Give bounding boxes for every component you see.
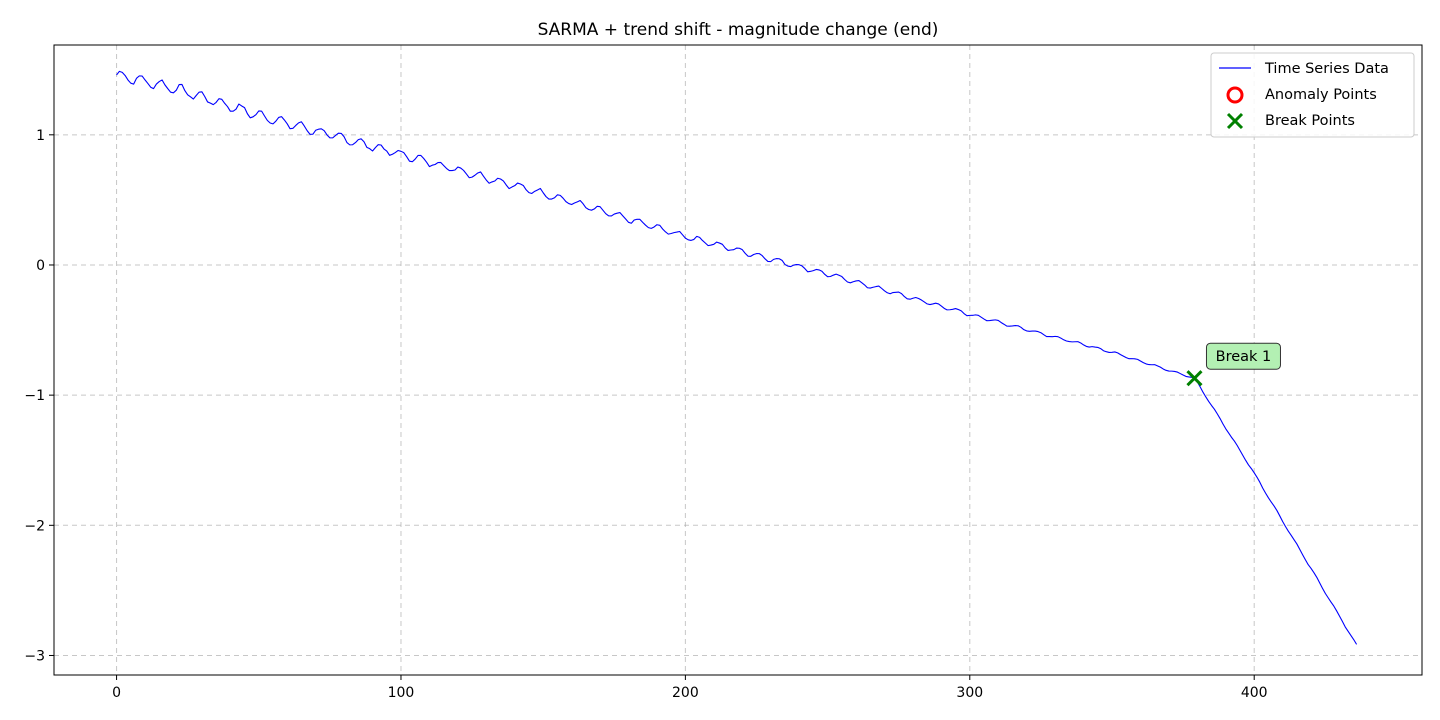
x-tick-label: 100 — [388, 685, 415, 701]
y-tick-label: −1 — [24, 388, 45, 404]
x-tick-label: 0 — [112, 685, 121, 701]
y-tick-label: −2 — [24, 518, 45, 534]
axes: 0 100 200 300 400 −3 −2 −1 0 1 — [24, 128, 1267, 701]
series-line-time-series-data — [116, 70, 1358, 645]
series-layer — [116, 70, 1358, 645]
legend-box — [1210, 52, 1415, 138]
plot-frame — [53, 44, 1423, 676]
break-annotation-box — [1205, 342, 1281, 370]
break-annotation-label: Break 1 — [1216, 349, 1272, 365]
x-tick-label: 200 — [672, 685, 699, 701]
legend-circle-icon — [1226, 86, 1244, 104]
break-x-stroke — [1186, 370, 1203, 387]
legend-label: Anomaly Points — [1265, 87, 1377, 103]
legend-label: Time Series Data — [1264, 61, 1389, 77]
grid — [54, 45, 1422, 675]
chart-title: SARMA + trend shift - magnitude change (… — [538, 20, 939, 40]
break-point-marker — [1186, 370, 1203, 387]
y-tick-label: −3 — [24, 648, 45, 664]
y-tick-label: 0 — [36, 258, 45, 274]
x-tick-label: 400 — [1241, 685, 1268, 701]
marker-layer: Break 1 — [1186, 342, 1281, 387]
legend: Time Series Data Anomaly Points Break Poin… — [1210, 52, 1415, 138]
x-tick-label: 300 — [956, 685, 983, 701]
y-tick-label: 1 — [36, 128, 45, 144]
legend-label: Break Points — [1265, 113, 1355, 129]
legend-x-icon — [1226, 112, 1244, 130]
